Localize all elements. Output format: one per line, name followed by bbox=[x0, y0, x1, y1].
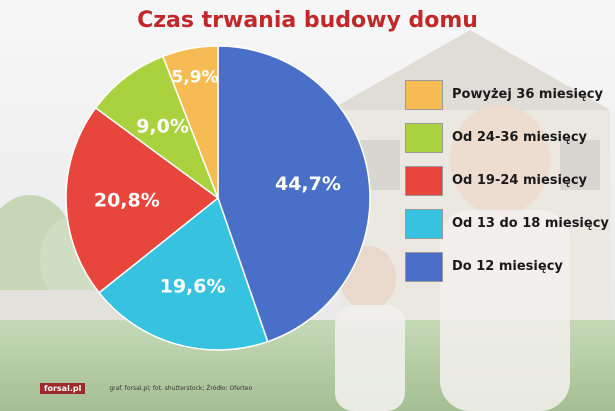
pie-slice-od-24-36-miesiecy bbox=[94, 55, 220, 201]
legend: Powyżej 36 miesięcy Od 24-36 miesięcy Od 1… bbox=[405, 73, 610, 288]
source-credit: graf. forsal.pl; fot. shutterstock; Źród… bbox=[109, 384, 253, 392]
legend-swatch bbox=[405, 165, 443, 196]
legend-swatch bbox=[405, 208, 443, 239]
pie-slice-od-19-24-miesiecy bbox=[65, 106, 220, 294]
slice-value-label: 9,0% bbox=[136, 116, 189, 138]
legend-swatch bbox=[405, 251, 443, 282]
legend-label: Do 12 miesięcy bbox=[452, 259, 563, 274]
pie-slice-powyzej-36-miesiecy bbox=[161, 45, 219, 199]
legend-item-do-12-miesiecy: Do 12 miesięcy bbox=[405, 245, 610, 288]
slice-value-label: 5,9% bbox=[171, 67, 218, 87]
slice-value-label: 20,8% bbox=[94, 190, 160, 212]
legend-item-powyzej-36-miesiecy: Powyżej 36 miesięcy bbox=[405, 73, 610, 116]
legend-item-od-19-24-miesiecy: Od 19-24 miesięcy bbox=[405, 159, 610, 202]
legend-label: Od 24-36 miesięcy bbox=[452, 130, 587, 145]
legend-item-od-24-36-miesiecy: Od 24-36 miesięcy bbox=[405, 116, 610, 159]
chart-title: Czas trwania budowy domu bbox=[137, 8, 478, 33]
slice-value-label: 19,6% bbox=[160, 276, 226, 298]
legend-swatch bbox=[405, 79, 443, 110]
legend-item-od-13-do-18-miesiecy: Od 13 do 18 miesięcy bbox=[405, 202, 610, 245]
forsal-logo: forsal.pl bbox=[40, 382, 86, 394]
legend-swatch bbox=[405, 122, 443, 153]
pie-slice-do-12-miesiecy bbox=[217, 45, 371, 343]
footer: forsal.pl graf. forsal.pl; fot. shutters… bbox=[40, 382, 252, 394]
legend-label: Od 13 do 18 miesięcy bbox=[452, 216, 609, 231]
slice-value-label: 44,7% bbox=[275, 173, 341, 195]
legend-label: Od 19-24 miesięcy bbox=[452, 173, 587, 188]
pie-slice-od-13-do-18-miesiecy bbox=[98, 196, 269, 351]
legend-label: Powyżej 36 miesięcy bbox=[452, 87, 603, 102]
